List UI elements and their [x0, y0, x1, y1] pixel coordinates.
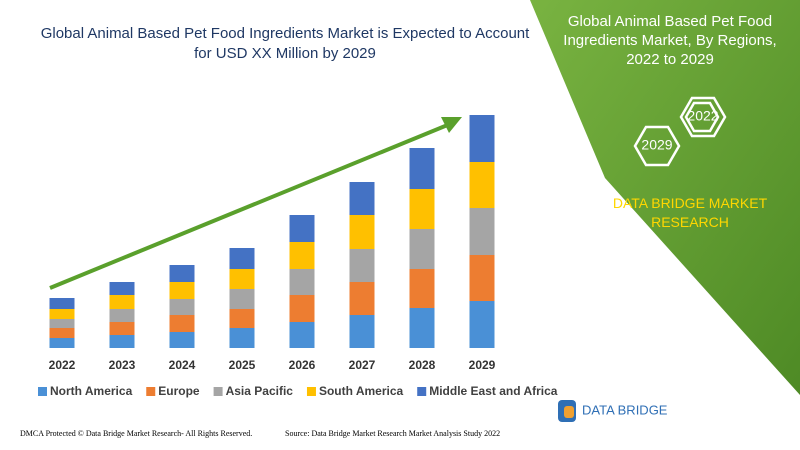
bar-segment	[109, 295, 135, 309]
bar-segment	[109, 282, 135, 295]
bar-segment	[229, 289, 255, 309]
bar-segment	[49, 338, 75, 348]
bar-segment	[109, 322, 135, 335]
green-panel	[530, 0, 800, 395]
legend-label: Middle East and Africa	[429, 384, 558, 398]
x-tick-label: 2024	[169, 358, 196, 372]
bar-segment	[409, 308, 435, 348]
x-tick-label: 2028	[409, 358, 436, 372]
hexagons	[633, 96, 727, 167]
bar-segment	[289, 215, 315, 242]
x-tick-label: 2023	[109, 358, 136, 372]
hex-label: 2029	[641, 137, 672, 153]
bar-segment	[469, 115, 495, 162]
bar-segment	[409, 269, 435, 308]
bar-segment	[349, 182, 375, 215]
logo-icon	[564, 406, 574, 418]
legend-swatch	[38, 387, 47, 396]
bar-segment	[169, 282, 195, 299]
x-tick-label: 2029	[469, 358, 496, 372]
bar-segment	[349, 282, 375, 315]
bar-segment	[349, 315, 375, 348]
bar-segment	[169, 332, 195, 348]
bar-segment	[169, 265, 195, 282]
bar-segment	[469, 255, 495, 301]
footer-left: DMCA Protected © Data Bridge Market Rese…	[20, 429, 252, 438]
bar-segment	[109, 309, 135, 322]
bar-segment	[229, 309, 255, 328]
chart-title: Global Animal Based Pet Food Ingredients…	[40, 25, 530, 62]
bar-segment	[229, 328, 255, 348]
legend-label: South America	[319, 384, 404, 398]
hex-label: 2022	[687, 108, 718, 124]
x-tick-label: 2026	[289, 358, 316, 372]
bar-segment	[469, 301, 495, 348]
bar-segment	[469, 208, 495, 255]
bar-segment	[49, 328, 75, 338]
bar-segment	[349, 215, 375, 249]
brand: DATA BRIDGE MARKET RESEARCH	[612, 195, 768, 230]
bar-segment	[49, 298, 75, 309]
panel-title: Global Animal Based Pet Food Ingredients…	[563, 13, 777, 68]
bar-segment	[289, 322, 315, 348]
bar-segment	[169, 299, 195, 315]
bar-segment	[229, 269, 255, 289]
x-tick-label: 2027	[349, 358, 376, 372]
bar-segment	[289, 242, 315, 269]
bar-segment	[169, 315, 195, 332]
arrow-head	[441, 117, 462, 133]
legend-swatch	[306, 387, 316, 396]
x-tick-label: 2022	[49, 358, 76, 372]
trend-arrow	[49, 122, 451, 290]
logo-text: DATA BRIDGE	[582, 402, 668, 417]
bar-segment	[409, 189, 435, 229]
legend-swatch	[213, 387, 223, 396]
footer-right: Source: Data Bridge Market Research Mark…	[285, 429, 500, 438]
bar-segment	[49, 319, 75, 328]
bar-segment	[229, 248, 255, 269]
bar-segment	[469, 162, 495, 208]
bar-segment	[289, 269, 315, 295]
legend-swatch	[417, 387, 427, 396]
bar-segment	[109, 335, 135, 348]
bar-segment	[409, 229, 435, 269]
legend-label: North America	[50, 384, 133, 398]
bar-segment	[289, 295, 315, 322]
bar-segment	[49, 309, 75, 319]
legend-label: Europe	[158, 384, 200, 398]
legend-label: Asia Pacific	[226, 384, 294, 398]
bar-segment	[349, 249, 375, 282]
legend-swatch	[146, 387, 156, 396]
x-tick-label: 2025	[229, 358, 256, 372]
bar-segment	[409, 148, 435, 189]
